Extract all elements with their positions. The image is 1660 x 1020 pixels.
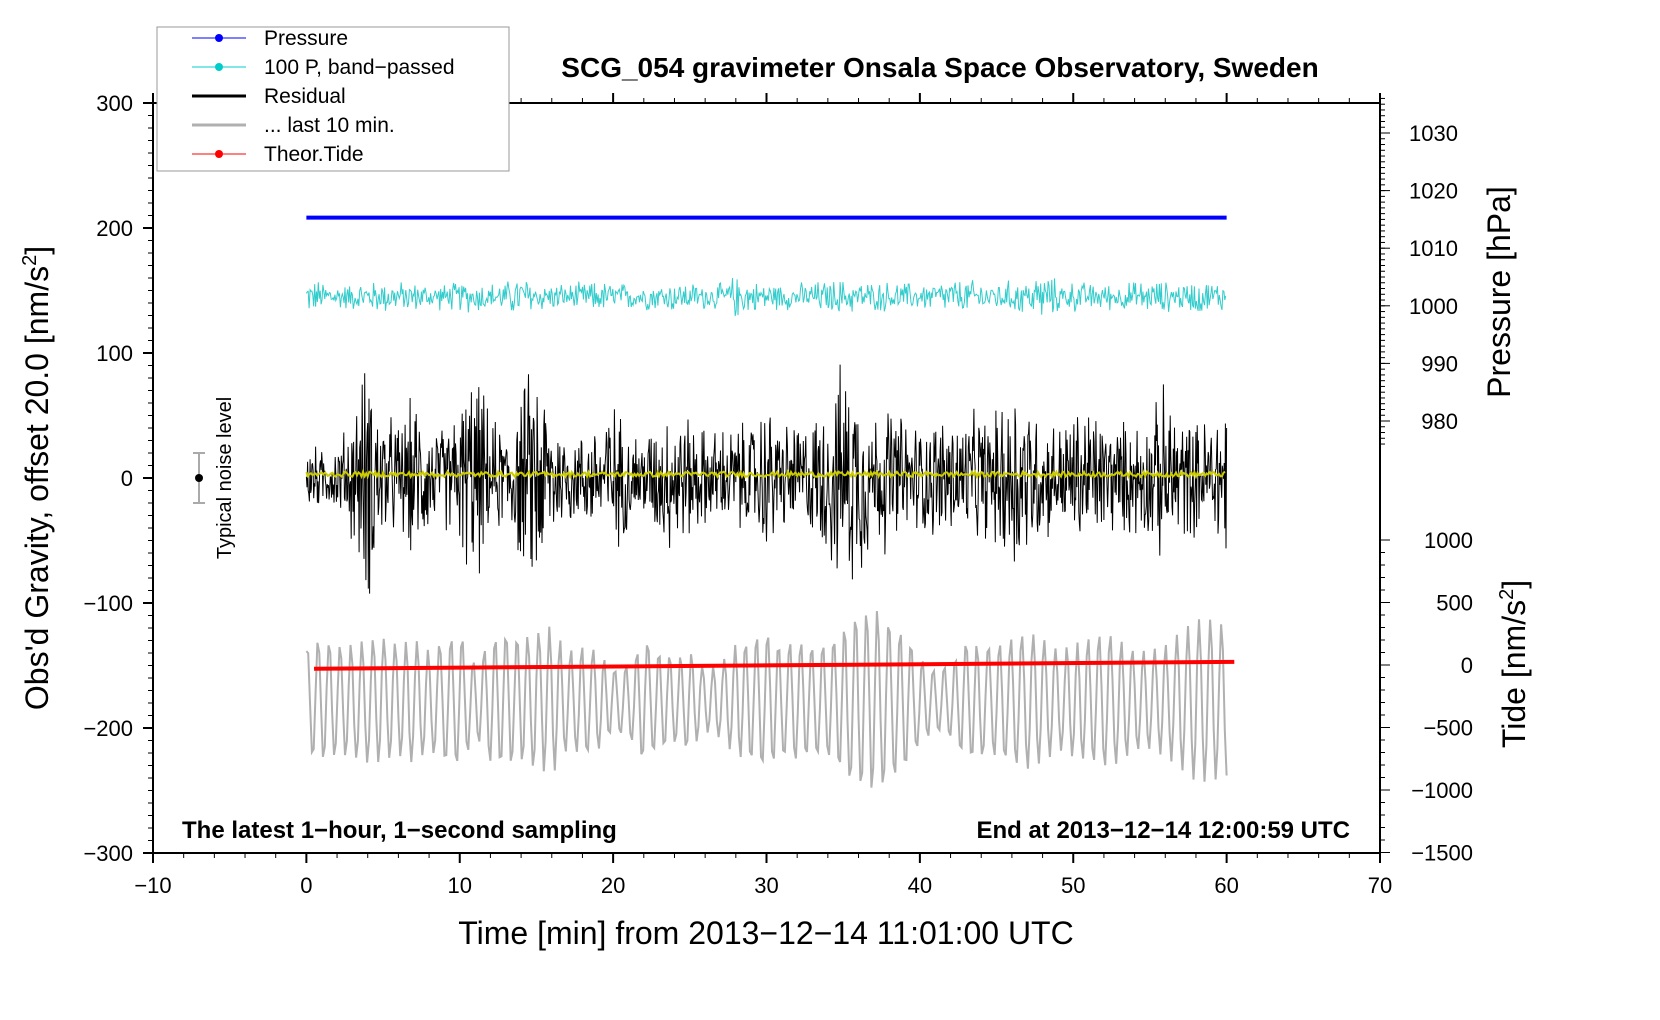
tide-axis-label-sup: 2 bbox=[1496, 589, 1518, 600]
legend-box bbox=[156, 26, 510, 172]
x-tick-label: 70 bbox=[1368, 873, 1392, 898]
pressure-tick-label: 1020 bbox=[1409, 179, 1458, 204]
pressure-tick-label: 1010 bbox=[1409, 236, 1458, 261]
x-tick-label: 60 bbox=[1214, 873, 1238, 898]
legend-label: Pressure bbox=[264, 27, 348, 50]
y-axis-label-end: ] bbox=[19, 246, 55, 255]
x-axis-label: Time [min] from 2013−12−14 11:01:00 UTC bbox=[458, 915, 1073, 951]
x-tick-label: 0 bbox=[300, 873, 312, 898]
series-residual bbox=[305, 364, 1228, 594]
legend-label: Theor.Tide bbox=[264, 143, 364, 166]
tide-tick-label: −500 bbox=[1423, 716, 1473, 741]
y-axis-label: Obs'd Gravity, offset 20.0 [nm/s2] bbox=[19, 246, 55, 710]
tide-tick-label: −1500 bbox=[1411, 841, 1473, 866]
series-smoothed-residual bbox=[305, 468, 1226, 480]
annotation-left: The latest 1−hour, 1−second sampling bbox=[182, 817, 617, 844]
series-100-p-band-passed bbox=[305, 278, 1227, 316]
x-tick-label: 20 bbox=[601, 873, 625, 898]
series-last-10-min bbox=[305, 611, 1228, 788]
y-axis-label-sup: 2 bbox=[19, 255, 41, 266]
y-tick-label: 200 bbox=[96, 216, 133, 241]
pressure-tick-label: 990 bbox=[1421, 351, 1458, 376]
series-layer bbox=[193, 215, 1235, 788]
x-tick-label: 30 bbox=[754, 873, 778, 898]
pressure-tick-label: 1000 bbox=[1409, 294, 1458, 319]
noise-bar-point bbox=[195, 474, 204, 482]
tide-axis-label-end: ] bbox=[1496, 580, 1532, 589]
x-tick-label: −10 bbox=[134, 873, 171, 898]
y-tick-label: −200 bbox=[83, 716, 133, 741]
legend-marker bbox=[215, 34, 223, 42]
chart-title: SCG_054 gravimeter Onsala Space Observat… bbox=[561, 52, 1318, 83]
y-tick-label: −100 bbox=[83, 591, 133, 616]
x-tick-label: 10 bbox=[448, 873, 472, 898]
tide-tick-label: −1000 bbox=[1411, 778, 1473, 803]
tide-tick-label: 500 bbox=[1436, 591, 1473, 616]
legend-marker bbox=[215, 63, 223, 71]
y-tick-label: 100 bbox=[96, 341, 133, 366]
y-tick-label: 0 bbox=[121, 466, 133, 491]
tide-tick-label: 1000 bbox=[1424, 528, 1473, 553]
tide-axis-label-text: Tide [nm/s bbox=[1496, 600, 1532, 748]
pressure-tick-label: 980 bbox=[1421, 409, 1458, 434]
legend-label: ... last 10 min. bbox=[264, 114, 395, 137]
legend-marker bbox=[215, 150, 223, 158]
legend: Pressure 100 P, band−passed Residual ... la… bbox=[156, 26, 510, 172]
legend-label: 100 P, band−passed bbox=[264, 56, 455, 79]
legend-label: Residual bbox=[264, 85, 346, 108]
y-tick-label: 300 bbox=[96, 91, 133, 116]
x-tick-label: 40 bbox=[908, 873, 932, 898]
x-tick-label: 50 bbox=[1061, 873, 1085, 898]
series-theor-tide bbox=[314, 659, 1235, 671]
tide-axis-label: Tide [nm/s2] bbox=[1496, 580, 1532, 748]
noise-level-label: Typical noise level bbox=[214, 397, 236, 559]
annotation-right: End at 2013−12−14 12:00:59 UTC bbox=[976, 817, 1350, 844]
y-tick-label: −300 bbox=[83, 841, 133, 866]
tide-tick-label: 0 bbox=[1461, 653, 1473, 678]
pressure-axis-label: Pressure [hPa] bbox=[1481, 186, 1517, 398]
ticks-layer: −10 0 10 20 30 40 50 60 703002001000−100−200−300… bbox=[83, 91, 1473, 898]
y-axis-label-text: Obs'd Gravity, offset 20.0 [nm/s bbox=[19, 266, 55, 710]
pressure-tick-label: 1030 bbox=[1409, 121, 1458, 146]
